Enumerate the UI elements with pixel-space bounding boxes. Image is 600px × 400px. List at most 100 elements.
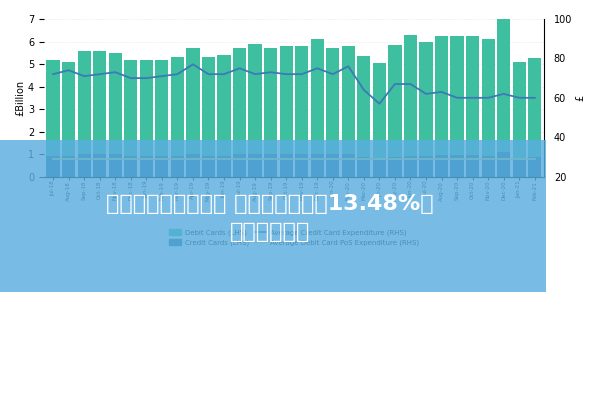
Bar <box>140 156 153 177</box>
Bar <box>435 155 448 177</box>
Bar <box>295 46 308 154</box>
Average Credit Card Expenditure (RHS) <box>329 72 337 76</box>
Bar <box>326 48 340 154</box>
Average Debit Card PoS Expenditure (RHS) <box>143 156 150 161</box>
Average Credit Card Expenditure (RHS) <box>220 72 227 76</box>
Average Debit Card PoS Expenditure (RHS) <box>236 156 243 161</box>
Average Credit Card Expenditure (RHS) <box>391 82 398 86</box>
Average Credit Card Expenditure (RHS) <box>407 82 414 86</box>
Line: Average Credit Card Expenditure (RHS): Average Credit Card Expenditure (RHS) <box>53 64 535 104</box>
Bar <box>233 48 246 154</box>
Bar <box>342 46 355 154</box>
Average Credit Card Expenditure (RHS) <box>267 70 274 75</box>
Bar <box>46 60 59 156</box>
Average Debit Card PoS Expenditure (RHS) <box>80 156 88 161</box>
Legend: Debit Cards (LHS), Credit Cards (LHS), Average Credit Card Expenditure (RHS), Av: Debit Cards (LHS), Credit Cards (LHS), A… <box>166 227 422 249</box>
Bar <box>451 36 464 155</box>
Bar <box>93 154 106 177</box>
Average Debit Card PoS Expenditure (RHS) <box>190 156 197 161</box>
Bar <box>326 154 340 177</box>
Average Credit Card Expenditure (RHS) <box>345 64 352 69</box>
Average Debit Card PoS Expenditure (RHS) <box>205 156 212 161</box>
Average Debit Card PoS Expenditure (RHS) <box>158 156 166 161</box>
Average Credit Card Expenditure (RHS) <box>65 68 72 73</box>
Bar <box>497 152 511 177</box>
Average Credit Card Expenditure (RHS) <box>158 74 166 78</box>
Average Debit Card PoS Expenditure (RHS) <box>329 156 337 161</box>
Bar <box>93 50 106 154</box>
Bar <box>155 60 169 156</box>
Bar <box>373 63 386 160</box>
Bar <box>109 154 122 177</box>
Average Debit Card PoS Expenditure (RHS) <box>65 156 72 161</box>
Bar <box>388 158 401 177</box>
Bar <box>155 156 169 177</box>
Average Credit Card Expenditure (RHS) <box>469 96 476 100</box>
Average Credit Card Expenditure (RHS) <box>422 92 430 96</box>
Bar <box>124 156 137 177</box>
Average Debit Card PoS Expenditure (RHS) <box>220 156 227 161</box>
Bar <box>404 35 417 156</box>
Average Debit Card PoS Expenditure (RHS) <box>438 156 445 161</box>
Average Debit Card PoS Expenditure (RHS) <box>283 156 290 161</box>
Average Credit Card Expenditure (RHS) <box>515 96 523 100</box>
Bar <box>280 46 293 154</box>
Average Debit Card PoS Expenditure (RHS) <box>485 156 492 161</box>
Average Debit Card PoS Expenditure (RHS) <box>127 156 134 161</box>
Bar <box>528 158 541 177</box>
Bar <box>202 57 215 156</box>
Average Credit Card Expenditure (RHS) <box>143 76 150 80</box>
Average Debit Card PoS Expenditure (RHS) <box>515 156 523 161</box>
Bar <box>295 154 308 177</box>
Average Debit Card PoS Expenditure (RHS) <box>345 156 352 161</box>
Bar <box>512 62 526 159</box>
Average Credit Card Expenditure (RHS) <box>190 62 197 67</box>
Bar <box>482 156 495 177</box>
Bar <box>171 57 184 156</box>
Average Debit Card PoS Expenditure (RHS) <box>96 156 103 161</box>
Average Debit Card PoS Expenditure (RHS) <box>267 156 274 161</box>
Bar <box>202 156 215 177</box>
Average Debit Card PoS Expenditure (RHS) <box>174 156 181 161</box>
Average Credit Card Expenditure (RHS) <box>127 76 134 80</box>
Average Credit Card Expenditure (RHS) <box>531 96 538 100</box>
Average Credit Card Expenditure (RHS) <box>236 66 243 71</box>
Bar <box>419 156 433 177</box>
Bar <box>388 45 401 158</box>
Average Credit Card Expenditure (RHS) <box>283 72 290 76</box>
Average Credit Card Expenditure (RHS) <box>298 72 305 76</box>
Bar <box>109 53 122 154</box>
Bar <box>62 156 75 177</box>
Bar <box>46 156 59 177</box>
Average Debit Card PoS Expenditure (RHS) <box>360 156 367 161</box>
Bar <box>124 60 137 156</box>
Average Debit Card PoS Expenditure (RHS) <box>422 156 430 161</box>
Average Credit Card Expenditure (RHS) <box>251 72 259 76</box>
Average Debit Card PoS Expenditure (RHS) <box>49 156 56 161</box>
Bar <box>217 55 230 156</box>
Average Debit Card PoS Expenditure (RHS) <box>469 156 476 161</box>
Y-axis label: £Billion: £Billion <box>15 80 25 116</box>
Average Debit Card PoS Expenditure (RHS) <box>531 156 538 161</box>
Average Credit Card Expenditure (RHS) <box>376 101 383 106</box>
Bar <box>248 154 262 177</box>
Bar <box>512 159 526 177</box>
Average Debit Card PoS Expenditure (RHS) <box>500 156 508 161</box>
Bar <box>466 36 479 155</box>
Bar <box>77 154 91 177</box>
Average Credit Card Expenditure (RHS) <box>438 90 445 94</box>
Bar <box>342 154 355 177</box>
Bar <box>435 36 448 155</box>
Bar <box>77 50 91 154</box>
Average Credit Card Expenditure (RHS) <box>454 96 461 100</box>
Bar <box>466 155 479 177</box>
Bar <box>419 42 433 156</box>
Bar <box>171 156 184 177</box>
Bar <box>233 154 246 177</box>
Average Debit Card PoS Expenditure (RHS) <box>112 156 119 161</box>
Average Credit Card Expenditure (RHS) <box>205 72 212 76</box>
Average Debit Card PoS Expenditure (RHS) <box>407 156 414 161</box>
Bar <box>187 154 200 177</box>
Bar <box>357 158 370 177</box>
Bar <box>217 156 230 177</box>
